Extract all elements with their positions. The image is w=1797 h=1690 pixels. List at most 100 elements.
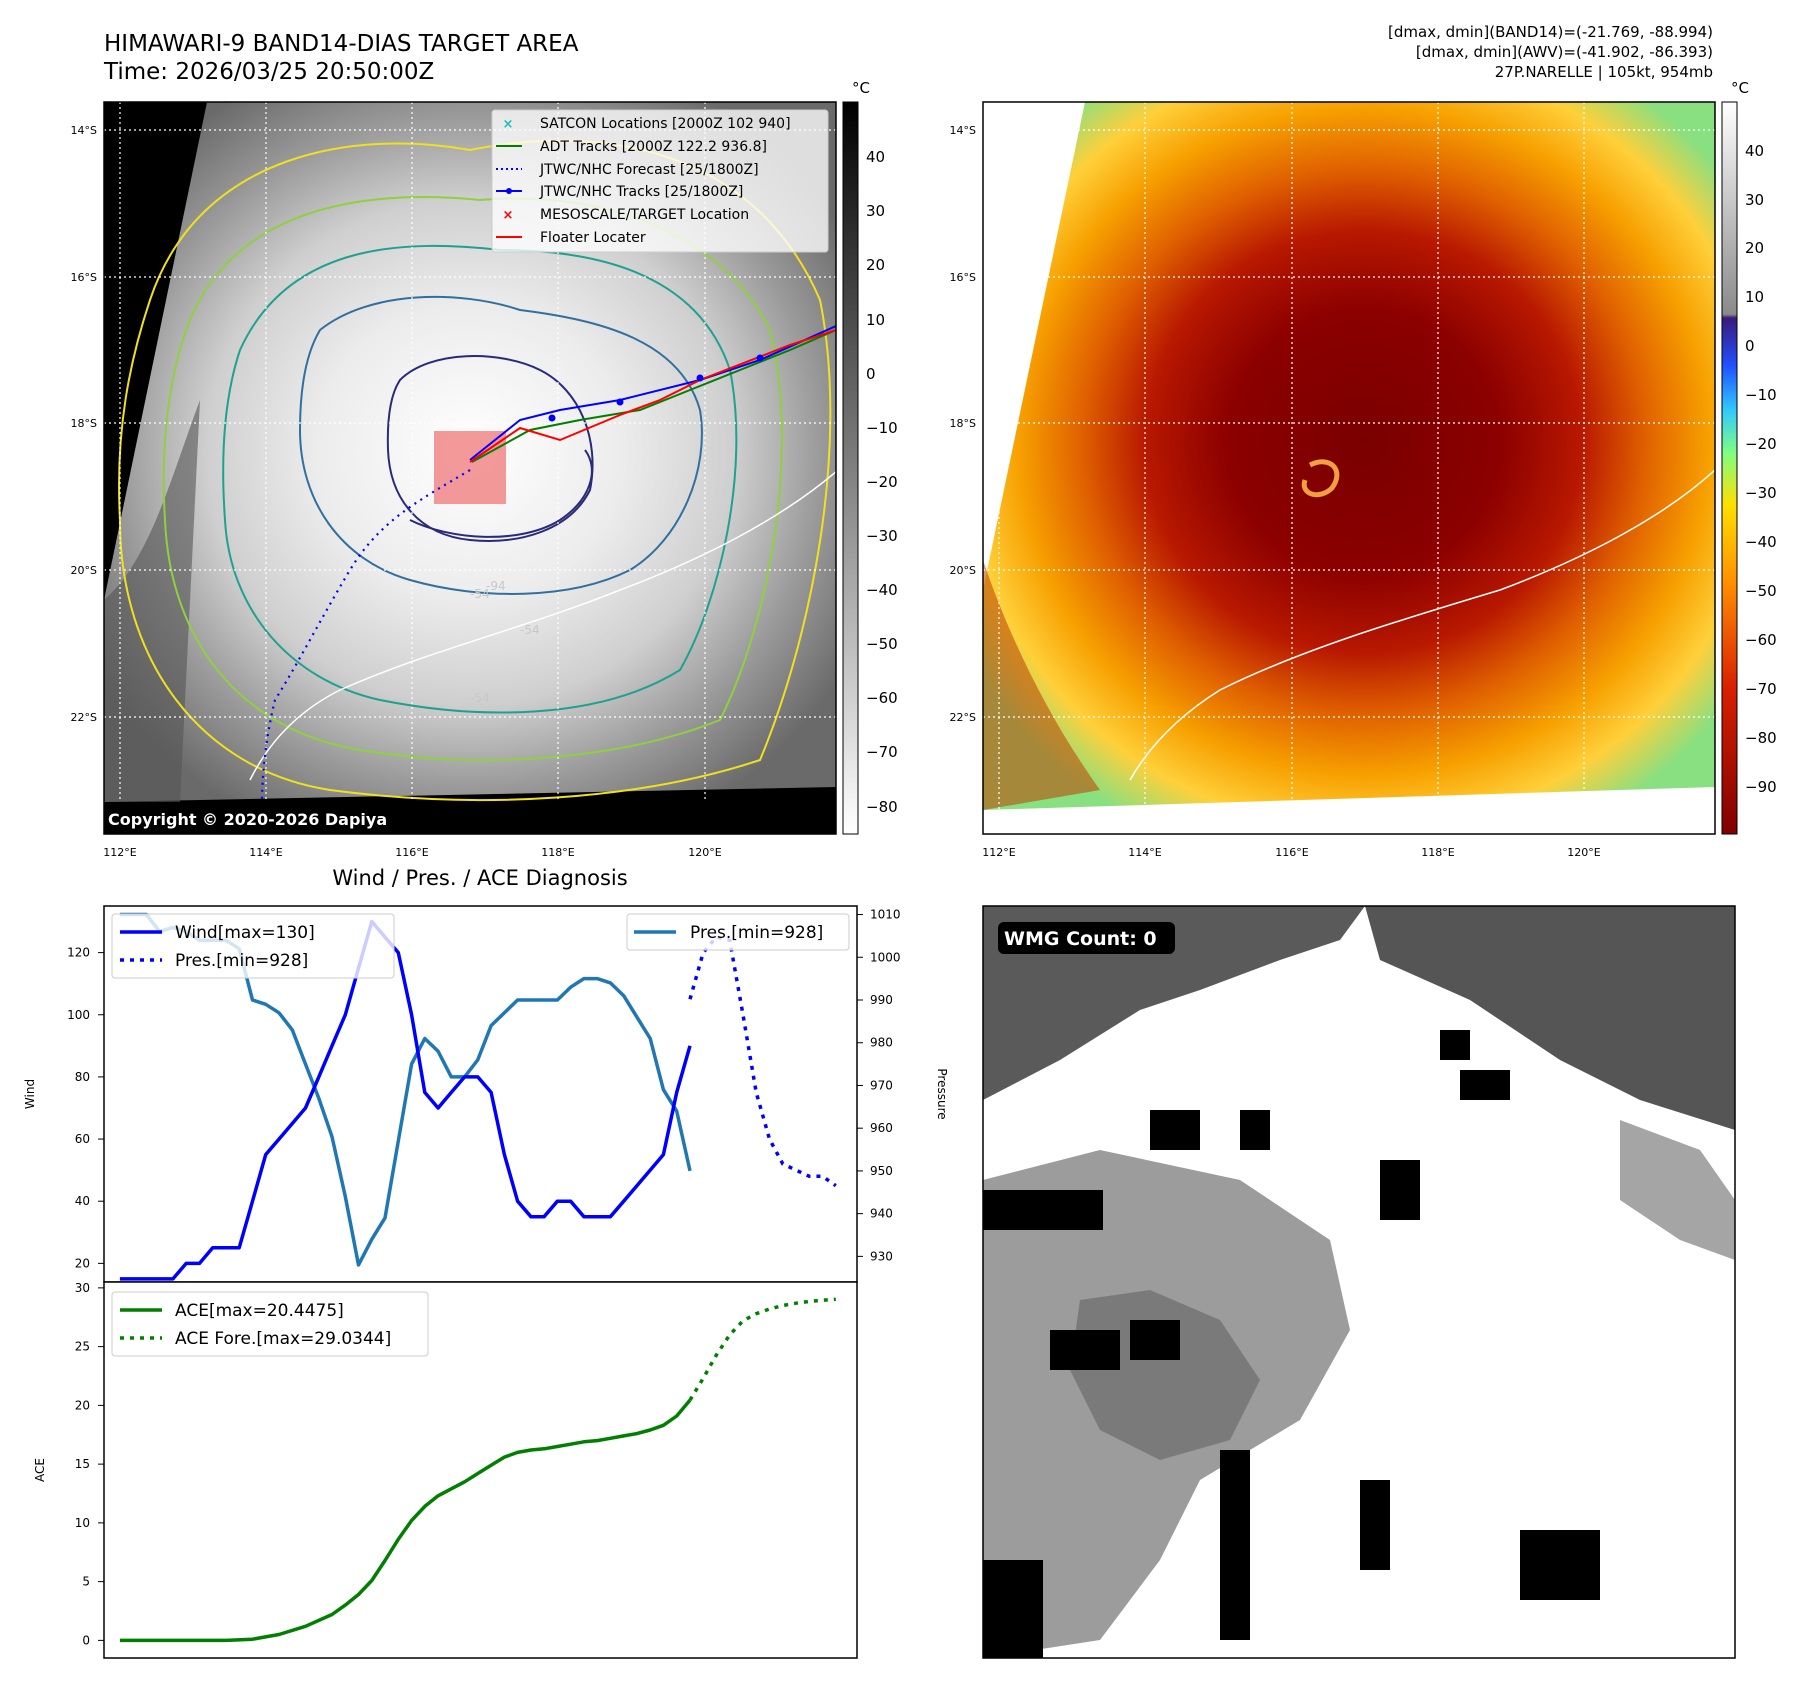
legend-satcon-label: SATCON Locations [2000Z 102 940] (540, 116, 791, 132)
ir-colorbar (842, 101, 859, 835)
enh-colorbar-tick: −70 (1745, 680, 1777, 698)
legend-jtwc-dot-icon (506, 188, 512, 194)
target-area-box (434, 431, 506, 504)
wmg-count-text: WMG Count: 0 (1004, 928, 1157, 950)
wind-tick-label: 80 (75, 1070, 90, 1084)
ir-lat-label: 22°S (71, 711, 97, 724)
ir-colorbar-tick: −50 (866, 635, 898, 653)
ir-lat-label: 14°S (71, 124, 97, 137)
legend-pressure-label: Pres.[min=928] (690, 923, 823, 943)
legend-box (491, 109, 829, 253)
ir-lat-label: 16°S (71, 271, 97, 284)
ir-outer-band (104, 400, 200, 802)
ir-map-frame (103, 101, 837, 835)
ir-lon-label: 118°E (541, 846, 574, 859)
svg-text:-54: -54 (520, 623, 540, 637)
eye-feature (1301, 459, 1340, 498)
ir-lon-label: 116°E (395, 846, 428, 859)
legend-wind-label: Wind[max=130] (175, 923, 315, 943)
enh-lat-label: 20°S (950, 564, 976, 577)
ace-axis-label: ACE (33, 1458, 47, 1482)
floater-track (469, 329, 836, 463)
diagnosis-title: Wind / Pres. / ACE Diagnosis (332, 866, 627, 890)
enh-colorbar-tick: −60 (1745, 631, 1777, 649)
enh-colorbar-tick: −90 (1745, 778, 1777, 796)
pressure-tick-label: 990 (870, 993, 893, 1007)
copyright-text: Copyright © 2020-2026 Dapiya (108, 810, 387, 829)
pressure-tick-label: 1010 (870, 908, 901, 922)
pressure-tick-label: 930 (870, 1249, 893, 1263)
ir-lon-label: 120°E (688, 846, 721, 859)
ace-tick-label: 0 (82, 1633, 90, 1647)
enhanced-colorbar (1721, 101, 1738, 835)
contour-yellow (118, 139, 832, 801)
ir-colorbar-unit: °C (852, 79, 870, 97)
figure-time: Time: 2026/03/25 20:50:00Z (103, 59, 434, 85)
enh-colorbar-tick: −80 (1745, 729, 1777, 747)
ir-lon-label: 114°E (249, 846, 282, 859)
enh-colorbar-tick: −10 (1745, 386, 1777, 404)
enh-colorbar-tick: 20 (1745, 239, 1764, 257)
enh-colorbar-tick: 10 (1745, 288, 1764, 306)
ir-colorbar-tick: −70 (866, 743, 898, 761)
wind-pressure-chart: Wind / Pres. / ACE Diagnosis 20 40 60 80 100… (23, 866, 949, 1283)
pressure-legend-box (626, 913, 850, 951)
legend-forecast-label: JTWC/NHC Forecast [25/1800Z] (539, 162, 759, 178)
ir-colorbar-tick: −10 (866, 419, 898, 437)
legend-jtwc-label: JTWC/NHC Tracks [25/1800Z] (539, 184, 743, 200)
wind-forecast-series-line (688, 935, 837, 1188)
wmg-frame (982, 905, 1736, 1659)
ir-colorbar-tick: 30 (866, 202, 885, 220)
wind-tick-label: 40 (75, 1194, 90, 1208)
enh-lat-label: 18°S (950, 417, 976, 430)
pressure-axis-label: Pressure (935, 1068, 949, 1119)
ir-lat-label: 18°S (71, 417, 97, 430)
ir-colorbar-tick: 10 (866, 311, 885, 329)
enh-colorbar-tick: −40 (1745, 533, 1777, 551)
wind-legend-box (111, 913, 395, 979)
ir-lon-label: 112°E (103, 846, 136, 859)
contour-darkblue-2 (409, 449, 593, 538)
ir-colorbar-tick: −40 (866, 581, 898, 599)
wmg-region-dark-2 (983, 906, 1365, 1100)
enhanced-outer-band (983, 560, 1100, 810)
contour-value-labels: -54 -54 -54 -94 (470, 579, 540, 705)
pressure-tick-label: 980 (870, 1036, 893, 1050)
pressure-tick-label: 950 (870, 1164, 893, 1178)
ir-colorbar-tick: −60 (866, 689, 898, 707)
ace-tick-label: 25 (75, 1340, 90, 1354)
enh-lat-label: 22°S (950, 711, 976, 724)
ace-tick-label: 10 (75, 1516, 90, 1530)
pressure-tick-label: 970 (870, 1078, 893, 1092)
ir-lat-label: 20°S (71, 564, 97, 577)
ir-colorbar-tick: −30 (866, 527, 898, 545)
enh-lat-label: 16°S (950, 271, 976, 284)
wind-tick-label: 100 (67, 1008, 90, 1022)
enhanced-image (983, 102, 1715, 810)
wmg-region-black (983, 1030, 1600, 1658)
ir-coastline (249, 470, 836, 781)
legend-adt-label: ADT Tracks [2000Z 122.2 936.8] (540, 139, 767, 155)
pressure-tick-label: 960 (870, 1121, 893, 1135)
wind-tick-label: 60 (75, 1132, 90, 1146)
enh-colorbar-tick: 0 (1745, 337, 1755, 355)
ace-chart: 0 5 10 15 20 25 30 ACE ACE[max=20.4475] ACE Fo… (33, 1281, 858, 1659)
enhanced-coastline (1129, 469, 1715, 781)
awv-range: [dmax, dmin](AWV)=(-41.902, -86.393) (1416, 43, 1713, 61)
svg-text:-94: -94 (486, 579, 506, 593)
ace-series-line (119, 1398, 692, 1643)
ace-tick-label: 15 (75, 1457, 90, 1471)
contour-blue (298, 295, 703, 595)
ir-colorbar-tick: 0 (866, 365, 876, 383)
ir-map-panel: -54 -54 -54 -94 Copyright © 2020-2026 Da… (71, 79, 898, 859)
enh-colorbar-tick: −50 (1745, 582, 1777, 600)
legend-satcon-icon: × (503, 117, 514, 132)
enh-lon-label: 120°E (1567, 846, 1600, 859)
legend-ace-fore-label: ACE Fore.[max=29.0344] (175, 1329, 391, 1349)
jtwc-track-points (548, 354, 764, 422)
wmg-panel: WMG Count: 0 (982, 905, 1736, 1659)
enh-lat-label: 14°S (950, 124, 976, 137)
copyright-band (104, 802, 836, 834)
ace-tick-label: 5 (82, 1575, 90, 1589)
